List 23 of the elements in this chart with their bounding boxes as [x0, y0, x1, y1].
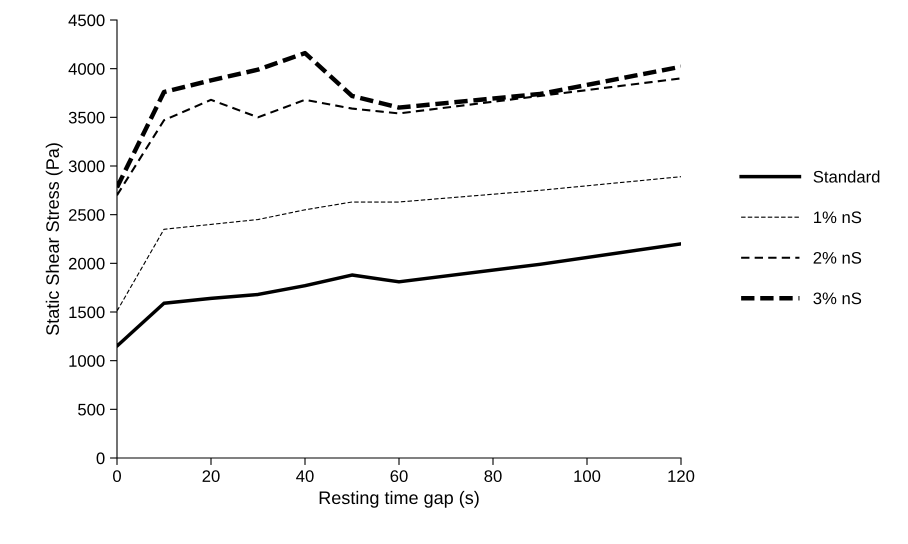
x-tick-label: 120	[668, 470, 694, 482]
y-tick-label: 2500	[68, 209, 105, 221]
legend-label: 1% nS	[814, 211, 862, 224]
x-tick-label: 100	[574, 470, 600, 482]
y-tick-label: 3500	[68, 112, 105, 124]
y-tick-label: 2000	[68, 258, 105, 270]
y-tick-label: 1000	[69, 355, 105, 367]
y-tick-label: 3000	[68, 160, 105, 172]
x-axis-title: Resting time gap (s)	[320, 490, 479, 508]
x-tick-label: 40	[296, 470, 314, 482]
legend-label: 2% nS	[814, 252, 862, 264]
y-tick-label: 500	[78, 404, 105, 416]
legend-label: Standard	[814, 170, 880, 183]
x-tick-label: 20	[202, 470, 220, 482]
legend-label: 3% nS	[813, 292, 862, 304]
x-tick-label: 80	[484, 470, 502, 482]
x-tick-label: 0	[113, 470, 121, 482]
x-tick-label: 60	[390, 470, 408, 482]
y-tick-label: 1500	[69, 306, 105, 318]
y-tick-label: 4000	[68, 63, 105, 75]
y-axis-title: Static Shear Stress (Pa)	[46, 143, 63, 336]
y-tick-label: 0	[96, 452, 105, 464]
y-tick-label: 4500	[68, 14, 105, 26]
